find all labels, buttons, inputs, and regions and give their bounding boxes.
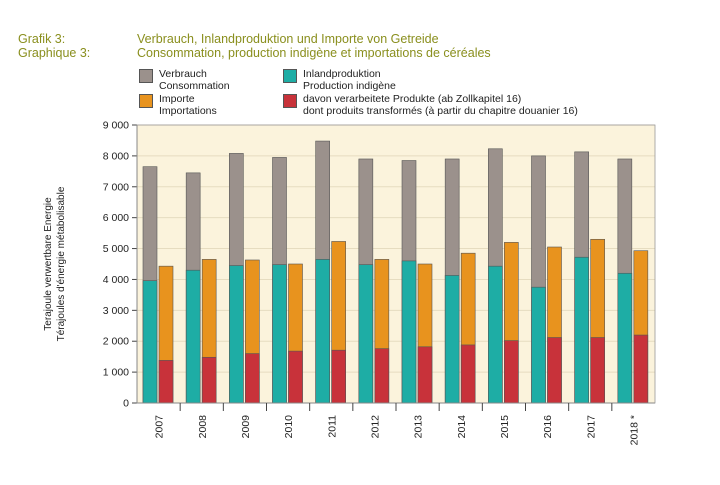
y-tick-label: 8 000 [103, 150, 129, 162]
bar-verarbeitete-produkte [504, 340, 519, 404]
bar-inlandproduktion [617, 272, 633, 404]
x-tick-label: 2014 [456, 415, 468, 439]
legend-label-inlandproduktion-de: Inlandproduktion [303, 68, 381, 80]
legend-swatch-verbrauch [139, 69, 153, 83]
bar-verarbeitete-produkte [201, 356, 217, 404]
bar-verarbeitete-produkte [374, 348, 390, 404]
y-tick-label: 3 000 [103, 305, 129, 317]
bar-verarbeitete-produkte [590, 337, 605, 404]
legend-swatch-verarbeitete-produkte [283, 94, 297, 108]
bar-inlandproduktion [185, 269, 201, 404]
bar-verarbeitete-produkte [288, 350, 303, 404]
legend-item-verarbeitete-produkte: davon verarbeitete Produkte (ab Zollkapi… [283, 93, 578, 117]
x-tick-label: 2015 [499, 415, 511, 439]
y-tick-label: 1 000 [103, 367, 129, 379]
legend-label-verarbeitete-produkte-fr: dont produits transformés (à partir du c… [303, 105, 578, 117]
legend-label-verbrauch-fr: Consommation [159, 80, 230, 92]
legend-label-verarbeitete-produkte-de: davon verarbeitete Produkte (ab Zollkapi… [303, 93, 522, 105]
bar-verarbeitete-produkte [417, 346, 433, 404]
y-tick-label: 7 000 [103, 181, 129, 193]
bar-verarbeitete-produkte [547, 337, 562, 404]
bar-verarbeitete-produkte [460, 344, 476, 404]
y-tick-label: 6 000 [103, 212, 129, 224]
x-tick-label: 2017 [585, 415, 597, 439]
x-axis: 2007 2008 2009 2010 2011 2012 2013 2014 2015 2016… [136, 124, 656, 445]
chart-title-fr: Consommation, production indigène et imp… [137, 46, 491, 60]
x-tick-label: 2011 [326, 415, 338, 438]
y-axis-label-secondary: Térajoules d'énergie métabolisable [56, 186, 67, 341]
bar-inlandproduktion [229, 265, 244, 404]
bar-verarbeitete-produkte [245, 353, 260, 404]
bar-inlandproduktion [401, 260, 417, 404]
figure-label-de: Grafik 3: [18, 32, 66, 46]
legend-label-verbrauch-de: Verbrauch [159, 68, 207, 80]
bar-inlandproduktion [488, 265, 503, 404]
y-tick-label: 4 000 [103, 274, 129, 286]
legend-label-importe-fr: Importations [159, 105, 217, 117]
bars [142, 140, 649, 404]
y-axis: 0 1 000 2 000 3 000 4 000 5 000 6 000 7 000 8 00… [103, 120, 138, 410]
bar-verarbeitete-produkte [331, 349, 346, 404]
y-tick-label: 9 000 [103, 120, 129, 132]
x-tick-label: 2010 [283, 415, 295, 439]
x-tick-label: 2009 [240, 415, 252, 439]
legend-label-importe-de: Importe [159, 93, 195, 105]
legend-item-inlandproduktion: Inlandproduktion Production indigène [283, 68, 396, 92]
x-tick-label: 2016 [542, 415, 554, 439]
legend-swatch-inlandproduktion [283, 69, 297, 83]
plot-area [137, 125, 655, 403]
x-tick-label: 2007 [154, 415, 166, 439]
x-tick-label: 2008 [197, 415, 209, 439]
bar-inlandproduktion [531, 286, 546, 404]
legend-item-verbrauch: Verbrauch Consommation [139, 68, 230, 92]
legend-item-importe: Importe Importations [139, 93, 217, 117]
bar-inlandproduktion [574, 256, 589, 404]
x-tick-label: 2013 [413, 415, 425, 439]
y-tick-label: 5 000 [103, 243, 129, 255]
bar-inlandproduktion [444, 275, 460, 404]
bar-inlandproduktion [272, 264, 287, 404]
legend-label-inlandproduktion-fr: Production indigène [303, 80, 396, 92]
bar-inlandproduktion [142, 280, 158, 404]
figure-label-fr: Graphique 3: [18, 46, 91, 60]
bar-verarbeitete-produkte [633, 334, 649, 404]
bar-inlandproduktion [358, 264, 374, 404]
x-tick-label: 2018 * [628, 415, 640, 445]
x-tick-label: 2012 [369, 415, 381, 439]
gridlines [137, 124, 655, 373]
y-tick-label: 2 000 [103, 336, 129, 348]
y-axis-label: Terajoule verwertbare Energie [43, 197, 54, 331]
chart-title-de: Verbrauch, Inlandproduktion und Importe … [137, 32, 439, 46]
y-tick-label: 0 [123, 398, 129, 410]
bar-verarbeitete-produkte [158, 360, 174, 404]
bar-inlandproduktion [315, 259, 330, 404]
legend-swatch-importe [139, 94, 153, 108]
